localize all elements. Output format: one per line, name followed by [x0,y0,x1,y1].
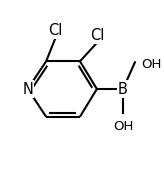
Text: OH: OH [142,58,162,71]
Text: Cl: Cl [48,23,62,38]
Text: OH: OH [113,120,133,133]
Text: N: N [22,82,33,96]
Text: B: B [118,82,128,96]
Text: Cl: Cl [90,28,104,43]
